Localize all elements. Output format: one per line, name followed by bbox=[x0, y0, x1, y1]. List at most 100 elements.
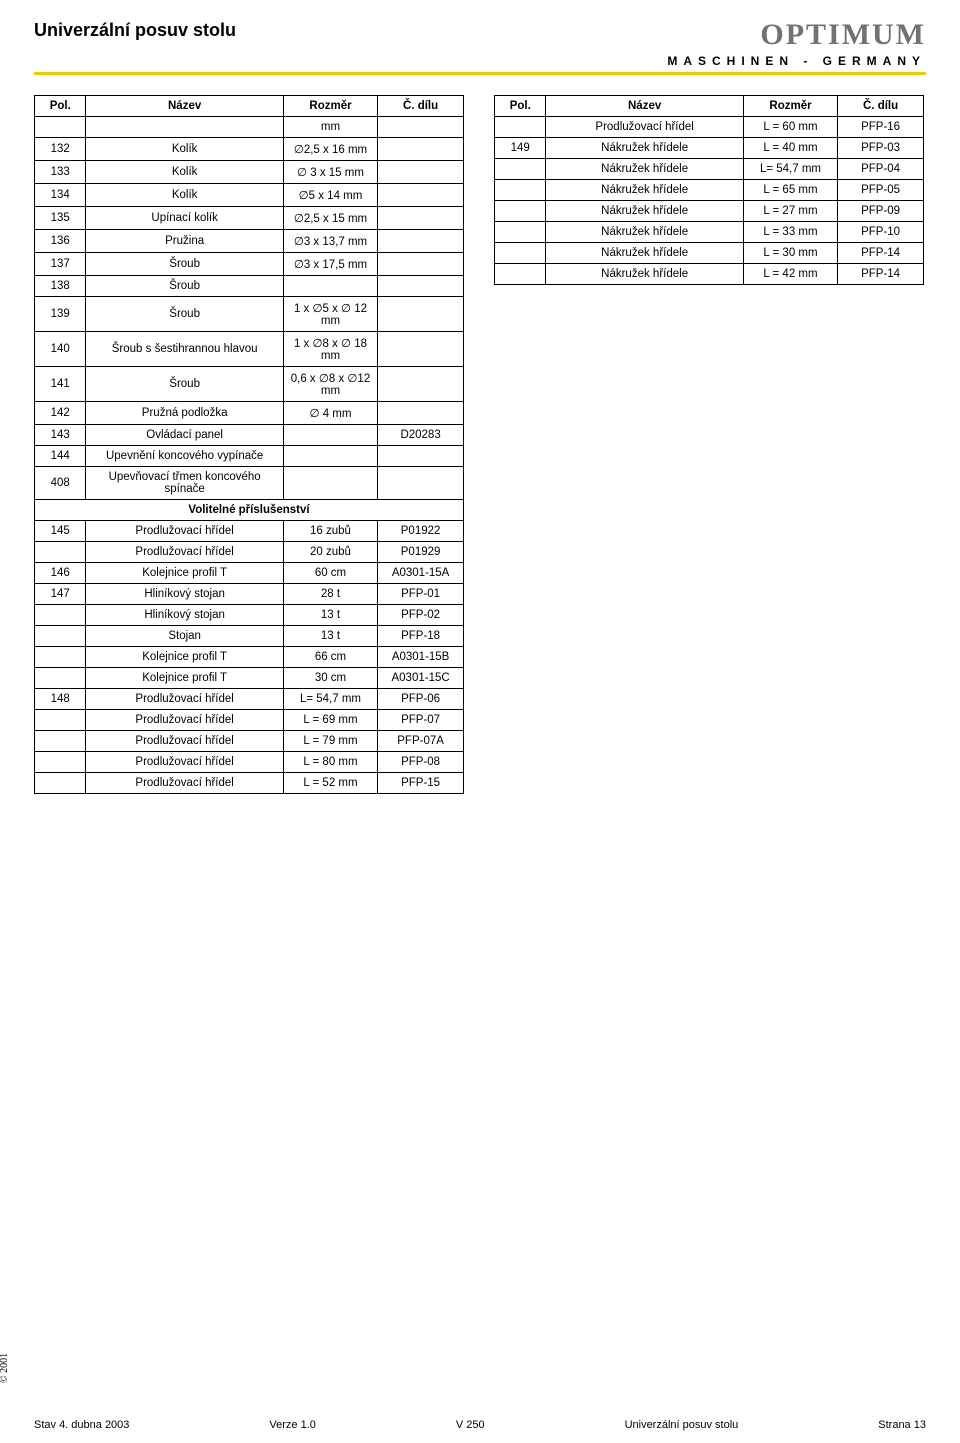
cell-rozmer: L= 54,7 mm bbox=[283, 689, 377, 710]
cell-dilu bbox=[378, 276, 464, 297]
table-row: Nákružek hřídeleL = 65 mmPFP-05 bbox=[495, 180, 924, 201]
cell-dilu bbox=[378, 446, 464, 467]
cell-nazev: Kolejnice profil T bbox=[86, 647, 283, 668]
cell-rozmer: L = 42 mm bbox=[743, 264, 837, 285]
page-header: Univerzální posuv stolu OPTIMUM MASCHINE… bbox=[34, 18, 926, 75]
brand-subtitle: MASCHINEN - GERMANY bbox=[667, 54, 926, 68]
table-row: 408Upevňovací třmen koncového spínače bbox=[35, 467, 464, 500]
footer-page: Strana 13 bbox=[878, 1419, 926, 1431]
cell-nazev: Nákružek hřídele bbox=[546, 243, 743, 264]
cell-pol: 140 bbox=[35, 332, 86, 367]
cell-dilu: PFP-08 bbox=[378, 752, 464, 773]
cell-rozmer: 13 t bbox=[283, 605, 377, 626]
table-row: 132Kolík∅2,5 x 16 mm bbox=[35, 138, 464, 161]
cell-nazev: Upevňovací třmen koncového spínače bbox=[86, 467, 283, 500]
parts-table-left: Pol. Název Rozměr Č. dílu mm132Kolík∅2,5… bbox=[34, 95, 464, 794]
table-row: 142Pružná podložka∅ 4 mm bbox=[35, 402, 464, 425]
cell-dilu: PFP-04 bbox=[838, 159, 924, 180]
table-row: 133Kolík∅ 3 x 15 mm bbox=[35, 161, 464, 184]
cell-nazev: Prodlužovací hřídel bbox=[86, 689, 283, 710]
cell-nazev: Šroub bbox=[86, 253, 283, 276]
cell-nazev: Šroub bbox=[86, 297, 283, 332]
cell-nazev: Prodlužovací hřídel bbox=[86, 542, 283, 563]
cell-pol: 141 bbox=[35, 367, 86, 402]
cell-pol: 132 bbox=[35, 138, 86, 161]
col-pol: Pol. bbox=[35, 96, 86, 117]
cell-dilu bbox=[378, 207, 464, 230]
cell-nazev: Prodlužovací hřídel bbox=[86, 752, 283, 773]
cell-rozmer: 1 x ∅8 x ∅ 18 mm bbox=[283, 332, 377, 367]
cell-pol: 142 bbox=[35, 402, 86, 425]
cell-rozmer: L = 65 mm bbox=[743, 180, 837, 201]
copyright-text: © 2001 bbox=[0, 1353, 10, 1383]
cell-nazev: Prodlužovací hřídel bbox=[546, 117, 743, 138]
cell-pol: 134 bbox=[35, 184, 86, 207]
cell-rozmer bbox=[283, 446, 377, 467]
cell-nazev: Prodlužovací hřídel bbox=[86, 731, 283, 752]
col-dilu: Č. dílu bbox=[838, 96, 924, 117]
cell-nazev: Prodlužovací hřídel bbox=[86, 773, 283, 794]
cell-rozmer: L = 69 mm bbox=[283, 710, 377, 731]
section-title: Volitelné příslušenství bbox=[35, 500, 464, 521]
table-row: Kolejnice profil T30 cmA0301-15C bbox=[35, 668, 464, 689]
cell-pol bbox=[35, 117, 86, 138]
cell-pol: 138 bbox=[35, 276, 86, 297]
table-row: Prodlužovací hřídel20 zubůP01929 bbox=[35, 542, 464, 563]
cell-nazev: Pružina bbox=[86, 230, 283, 253]
cell-dilu: A0301-15A bbox=[378, 563, 464, 584]
table-row: Nákružek hřídeleL = 30 mmPFP-14 bbox=[495, 243, 924, 264]
cell-pol bbox=[495, 117, 546, 138]
cell-pol: 139 bbox=[35, 297, 86, 332]
cell-pol: 135 bbox=[35, 207, 86, 230]
cell-dilu: PFP-09 bbox=[838, 201, 924, 222]
cell-nazev: Prodlužovací hřídel bbox=[86, 521, 283, 542]
cell-pol: 146 bbox=[35, 563, 86, 584]
cell-pol bbox=[495, 159, 546, 180]
cell-pol bbox=[35, 647, 86, 668]
col-dilu: Č. dílu bbox=[378, 96, 464, 117]
cell-dilu bbox=[378, 161, 464, 184]
col-nazev: Název bbox=[546, 96, 743, 117]
brand-block: OPTIMUM MASCHINEN - GERMANY bbox=[667, 18, 926, 68]
cell-dilu bbox=[378, 332, 464, 367]
section-header-row: Volitelné příslušenství bbox=[35, 500, 464, 521]
cell-rozmer bbox=[283, 425, 377, 446]
table-row: Hliníkový stojan13 tPFP-02 bbox=[35, 605, 464, 626]
table-row: Prodlužovací hřídelL = 80 mmPFP-08 bbox=[35, 752, 464, 773]
footer-version: Verze 1.0 bbox=[269, 1419, 315, 1431]
cell-dilu: PFP-02 bbox=[378, 605, 464, 626]
page-footer: Stav 4. dubna 2003 Verze 1.0 V 250 Unive… bbox=[34, 1419, 926, 1431]
col-rozmer: Rozměr bbox=[283, 96, 377, 117]
cell-pol bbox=[35, 710, 86, 731]
cell-dilu: D20283 bbox=[378, 425, 464, 446]
table-row: Nákružek hřídeleL = 27 mmPFP-09 bbox=[495, 201, 924, 222]
cell-dilu: P01929 bbox=[378, 542, 464, 563]
table-row: Prodlužovací hřídelL = 60 mmPFP-16 bbox=[495, 117, 924, 138]
cell-rozmer: L = 40 mm bbox=[743, 138, 837, 159]
cell-rozmer bbox=[283, 276, 377, 297]
cell-dilu bbox=[378, 253, 464, 276]
cell-dilu: PFP-15 bbox=[378, 773, 464, 794]
cell-rozmer: 20 zubů bbox=[283, 542, 377, 563]
cell-rozmer: ∅ 4 mm bbox=[283, 402, 377, 425]
table-row: 144Upevnění koncového vypínače bbox=[35, 446, 464, 467]
cell-dilu: PFP-14 bbox=[838, 264, 924, 285]
cell-dilu bbox=[378, 297, 464, 332]
table-row: 136Pružina∅3 x 13,7 mm bbox=[35, 230, 464, 253]
cell-dilu bbox=[378, 184, 464, 207]
cell-dilu: PFP-07 bbox=[378, 710, 464, 731]
cell-nazev: Ovládací panel bbox=[86, 425, 283, 446]
table-header-row: Pol. Název Rozměr Č. dílu bbox=[35, 96, 464, 117]
cell-nazev: Pružná podložka bbox=[86, 402, 283, 425]
cell-rozmer: ∅2,5 x 16 mm bbox=[283, 138, 377, 161]
cell-pol bbox=[495, 264, 546, 285]
cell-dilu bbox=[378, 117, 464, 138]
cell-pol: 137 bbox=[35, 253, 86, 276]
table-row: 134Kolík∅5 x 14 mm bbox=[35, 184, 464, 207]
table-row: Kolejnice profil T66 cmA0301-15B bbox=[35, 647, 464, 668]
cell-pol bbox=[35, 752, 86, 773]
cell-pol bbox=[35, 668, 86, 689]
parts-table-right: Pol. Název Rozměr Č. dílu Prodlužovací h… bbox=[494, 95, 924, 285]
col-pol: Pol. bbox=[495, 96, 546, 117]
cell-dilu: PFP-03 bbox=[838, 138, 924, 159]
